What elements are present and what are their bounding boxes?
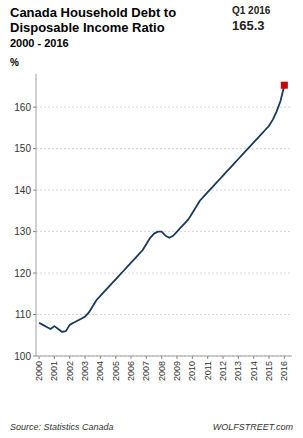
- x-tick: [161, 356, 162, 359]
- y-tick: [33, 273, 36, 274]
- x-tick-label: 2009: [172, 361, 182, 381]
- y-tick: [33, 231, 36, 232]
- x-tick-label: 2006: [126, 361, 136, 381]
- x-tick-label: 2007: [141, 361, 151, 381]
- x-tick: [146, 356, 147, 359]
- y-tick-label: 100: [14, 351, 31, 362]
- y-axis: [36, 74, 37, 356]
- axis-label: %: [10, 57, 19, 68]
- grid-line: [36, 190, 292, 191]
- x-tick-label: 2005: [111, 361, 121, 381]
- annotation: 165.3: [232, 18, 265, 33]
- annotation: Q1 2016: [232, 5, 271, 16]
- y-tick: [33, 356, 36, 357]
- x-tick-label: 2001: [49, 361, 59, 381]
- marker: [281, 82, 288, 89]
- x-tick-label: 2015: [264, 361, 274, 381]
- x-tick-label: 2000: [34, 361, 44, 381]
- x-tick: [238, 356, 239, 359]
- y-tick-label: 140: [14, 185, 31, 196]
- title: Disposable Income Ratio: [10, 20, 165, 35]
- grid-line: [36, 148, 292, 149]
- line: [39, 85, 284, 332]
- grid-line: [36, 314, 292, 315]
- y-tick-label: 110: [15, 309, 31, 320]
- x-tick: [177, 356, 178, 359]
- grid-line: [36, 231, 292, 232]
- chart: Canada Household Debt toDisposable Incom…: [0, 0, 303, 438]
- x-tick-label: 2004: [95, 361, 105, 381]
- plot-area: [39, 82, 288, 332]
- x-tick: [192, 356, 193, 359]
- x-tick-label: 2010: [187, 361, 197, 381]
- x-tick: [284, 356, 285, 359]
- y-tick: [33, 314, 36, 315]
- y-tick: [33, 190, 36, 191]
- x-tick-label: 2016: [279, 361, 289, 381]
- x-tick-label: 2012: [218, 361, 228, 381]
- source: Source: Statistics Canada: [10, 422, 114, 432]
- x-tick: [100, 356, 101, 359]
- y-tick-label: 130: [14, 226, 31, 237]
- source: WOLFSTREET.com: [213, 422, 294, 432]
- x-tick: [115, 356, 116, 359]
- x-tick-label: 2008: [157, 361, 167, 381]
- x-tick: [253, 356, 254, 359]
- y-tick-label: 160: [14, 102, 31, 113]
- title: Canada Household Debt to: [10, 5, 176, 20]
- x-tick: [85, 356, 86, 359]
- x-tick: [39, 356, 40, 359]
- x-tick: [69, 356, 70, 359]
- y-tick: [33, 107, 36, 108]
- x-tick-label: 2011: [203, 361, 213, 380]
- grid-line: [36, 273, 292, 274]
- x-tick: [131, 356, 132, 359]
- x-tick: [223, 356, 224, 359]
- y-tick: [33, 148, 36, 149]
- x-tick-label: 2003: [80, 361, 90, 381]
- x-tick-label: 2013: [233, 361, 243, 381]
- y-tick-label: 120: [14, 268, 31, 279]
- x-tick-label: 2002: [65, 361, 75, 381]
- subtitle: 2000 - 2016: [10, 37, 69, 49]
- x-tick: [269, 356, 270, 359]
- x-tick: [207, 356, 208, 359]
- grid-line: [36, 107, 292, 108]
- x-tick-label: 2014: [249, 361, 259, 381]
- y-tick-label: 150: [14, 143, 31, 154]
- x-tick: [54, 356, 55, 359]
